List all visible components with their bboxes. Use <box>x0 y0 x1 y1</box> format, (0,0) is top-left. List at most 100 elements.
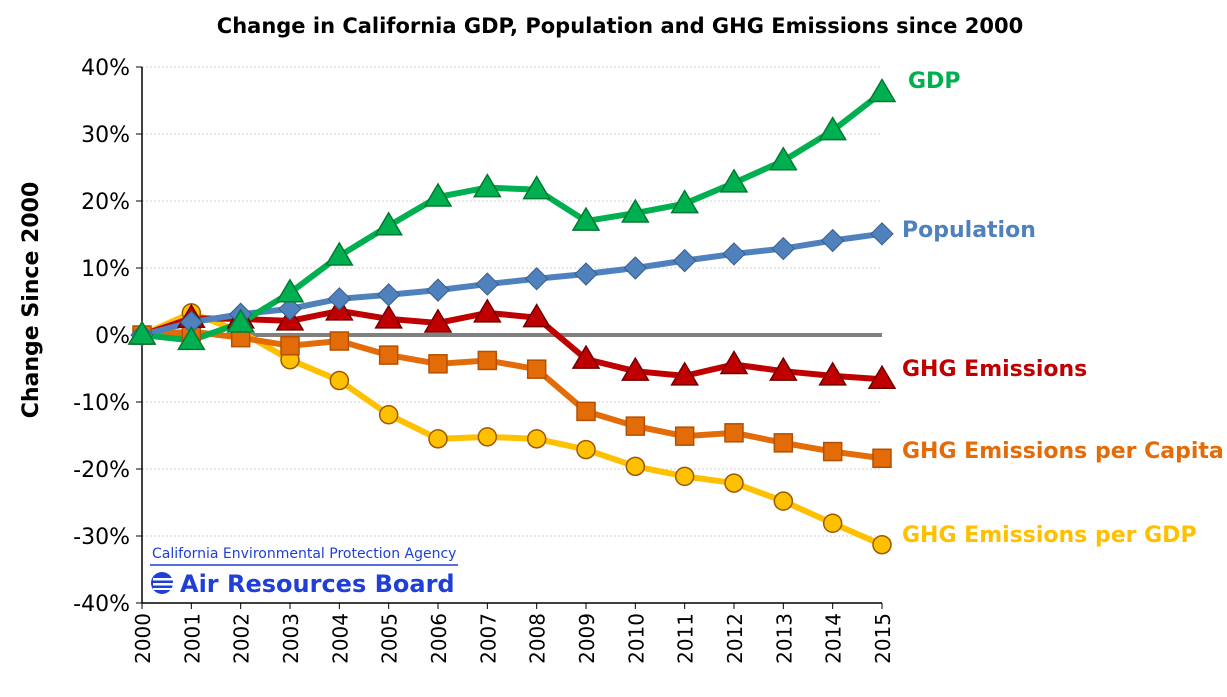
population-point <box>870 222 894 246</box>
population-point <box>327 287 352 311</box>
ghg-emissions-per-gdp-point <box>674 466 695 487</box>
ghg-emissions-per-capita-point <box>724 423 744 443</box>
x-tick-label: 2011 <box>674 613 698 664</box>
series-line-ghg-emissions-per-capita <box>141 328 883 462</box>
ghg-emissions-point <box>769 356 798 381</box>
gdp-point <box>769 146 798 171</box>
series-line-population <box>141 230 883 338</box>
series-label: GDP <box>908 69 960 94</box>
x-tick-label: 2007 <box>476 613 500 664</box>
ghg-emissions-per-gdp-point <box>872 534 892 555</box>
series-line-gdp <box>141 90 884 344</box>
ghg-emissions-per-capita-point <box>378 345 399 365</box>
ghg-emissions-per-gdp-point <box>625 456 646 477</box>
y-tick-label: 30% <box>81 123 130 148</box>
gdp-point <box>275 278 305 303</box>
ghg-emissions-per-gdp-point <box>428 429 448 449</box>
ghg-emissions-per-gdp-point <box>477 427 498 447</box>
ghg-emissions-per-capita-point <box>822 441 843 462</box>
y-tick-label: 40% <box>81 56 130 81</box>
x-tick-label: 2005 <box>378 613 402 664</box>
population-point <box>771 236 796 261</box>
ghg-emissions-point <box>522 303 551 328</box>
population-point <box>278 297 302 321</box>
gdp-point <box>177 325 206 351</box>
gdp-point <box>719 168 749 193</box>
logo-emblem-icon <box>151 572 175 594</box>
x-tick-label: 2000 <box>131 613 155 664</box>
ghg-emissions-per-gdp-point <box>822 513 843 534</box>
x-tick-label: 2014 <box>822 613 846 664</box>
y-tick-label: -20% <box>73 458 130 483</box>
x-tick-label: 2002 <box>230 613 254 664</box>
x-tick-label: 2009 <box>575 613 599 664</box>
x-tick-label: 2012 <box>723 613 747 664</box>
gdp-point <box>325 241 354 266</box>
y-tick-label: -40% <box>73 592 130 617</box>
series-line-ghg-emissions <box>141 307 883 383</box>
population-point <box>475 272 500 296</box>
ghg-emissions-per-capita-point <box>428 354 448 374</box>
ghg-emissions-per-gdp-point <box>526 429 547 449</box>
population-point <box>672 248 697 273</box>
ghg-emissions-point <box>423 308 453 333</box>
x-tick-label: 2004 <box>328 613 352 664</box>
ghg-emissions-per-gdp-point <box>378 404 399 425</box>
series-line-ghg-emissions-per-gdp <box>140 309 884 548</box>
series-label: Population <box>902 218 1036 243</box>
x-tick-label: 2015 <box>871 613 895 664</box>
carb-logo: California Environmental Protection Agen… <box>150 546 458 598</box>
ghg-emissions-point <box>670 361 699 386</box>
logo-board-text: Air Resources Board <box>180 570 455 598</box>
population-point <box>722 242 746 266</box>
ghg-emissions-per-capita-point <box>773 433 794 453</box>
ghg-emissions-per-capita-point <box>872 448 892 469</box>
gdp-point <box>127 320 157 345</box>
ghg-emissions-point <box>867 364 897 389</box>
ghg-emissions-per-capita-point <box>674 426 695 446</box>
ghg-emissions-per-capita-point <box>280 335 300 356</box>
x-tick-label: 2006 <box>427 613 451 664</box>
y-tick-label: -30% <box>73 525 130 550</box>
series-label: GHG Emissions <box>902 357 1087 382</box>
ghg-emissions-per-capita-point <box>329 331 350 351</box>
ghg-emissions-per-capita-point <box>526 359 547 379</box>
ghg-emissions-per-capita-point <box>477 350 498 371</box>
x-tick-label: 2001 <box>180 613 204 664</box>
ghg-emissions-per-gdp-point <box>773 491 794 511</box>
gdp-point <box>571 206 601 231</box>
y-tick-label: 20% <box>81 190 130 215</box>
ghg-emissions-per-capita-point <box>625 416 646 436</box>
population-point <box>574 262 598 286</box>
population-point <box>820 228 845 253</box>
y-tick-label: 0% <box>95 324 130 349</box>
x-tick-label: 2003 <box>279 613 303 664</box>
x-tick-label: 2008 <box>526 613 550 664</box>
ghg-emissions-per-gdp-point <box>576 439 596 460</box>
ghg-emissions-point <box>818 361 847 386</box>
chart-title: Change in California GDP, Population and… <box>217 14 1023 38</box>
logo-agency-text: California Environmental Protection Agen… <box>152 546 456 562</box>
x-tick-label: 2013 <box>772 613 796 664</box>
gdp-point <box>473 173 502 198</box>
ghg-emissions-per-gdp-point <box>329 370 350 391</box>
x-tick-label: 2010 <box>624 613 648 664</box>
population-point <box>426 278 450 302</box>
y-tick-label: -10% <box>73 391 130 416</box>
population-point <box>376 283 401 307</box>
ghg-emissions-point <box>473 298 502 323</box>
series-label: GHG Emissions per Capita <box>902 439 1224 464</box>
ghg-emissions-point <box>719 350 749 375</box>
gdp-point <box>621 198 650 223</box>
ghg-emissions-point <box>571 344 601 369</box>
ghg-emissions-per-capita-point <box>576 401 596 422</box>
gdp-point <box>867 77 897 103</box>
gdp-point <box>374 211 403 236</box>
ghg-emissions-point <box>374 304 403 329</box>
ghg-emissions-point <box>621 356 650 381</box>
y-axis-label: Change Since 2000 <box>19 182 44 419</box>
gdp-point <box>423 182 453 207</box>
gdp-point <box>226 308 255 333</box>
